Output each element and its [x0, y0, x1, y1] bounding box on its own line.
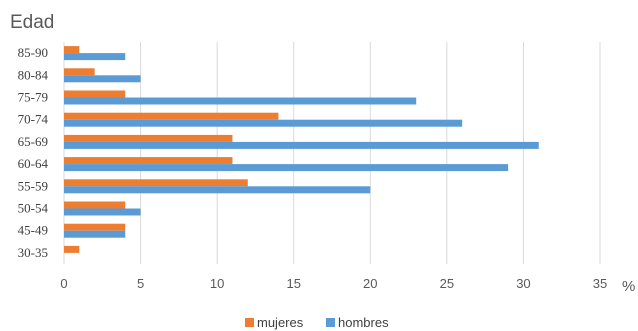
x-tick-label-7: 35	[593, 276, 607, 291]
legend-swatch-hombres	[326, 318, 335, 327]
bar-mujeres-55-59	[64, 179, 248, 187]
bar-hombres-75-79	[64, 97, 417, 105]
bar-mujeres-65-69	[64, 134, 233, 142]
x-tick-label-4: 20	[363, 276, 377, 291]
x-tick-label-5: 25	[440, 276, 454, 291]
bar-mujeres-45-49	[64, 223, 126, 231]
category-label-75-79: 75-79	[18, 90, 48, 105]
bar-mujeres-80-84	[64, 68, 95, 76]
category-label-70-74: 70-74	[18, 112, 49, 127]
category-label-65-69: 65-69	[18, 134, 48, 149]
category-label-55-59: 55-59	[18, 178, 48, 193]
category-label-50-54: 50-54	[18, 201, 49, 216]
legend-label-hombres: hombres	[338, 315, 389, 330]
x-tick-label-6: 30	[516, 276, 530, 291]
category-label-45-49: 45-49	[18, 223, 48, 238]
gridlines	[63, 42, 601, 264]
x-tick-labels: 0 5 10 15 20 25 30 35	[60, 276, 607, 291]
bars	[64, 46, 539, 253]
bar-mujeres-85-90	[64, 46, 80, 54]
chart-title: Edad	[10, 12, 54, 33]
bar-hombres-55-59	[64, 186, 371, 194]
bar-hombres-45-49	[64, 230, 126, 238]
category-label-80-84: 80-84	[18, 67, 49, 82]
bar-mujeres-75-79	[64, 90, 126, 98]
category-label-60-64: 60-64	[18, 156, 49, 171]
category-labels: 85-90 80-84 75-79 70-74 65-69 60-64 55-59 50-54…	[18, 45, 49, 260]
bar-hombres-65-69	[64, 141, 539, 149]
x-tick-label-0: 0	[60, 276, 67, 291]
bar-hombres-80-84	[64, 75, 141, 83]
legend: mujeres hombres	[245, 315, 389, 330]
x-tick-label-3: 15	[286, 276, 300, 291]
x-tick-label-2: 10	[210, 276, 224, 291]
legend-swatch-mujeres	[245, 318, 254, 327]
x-axis-unit: %	[622, 278, 635, 295]
category-label-30-35: 30-35	[18, 245, 48, 260]
bar-mujeres-60-64	[64, 157, 233, 165]
bar-mujeres-70-74	[64, 112, 279, 120]
bar-hombres-60-64	[64, 164, 509, 172]
x-tick-label-1: 5	[137, 276, 144, 291]
bar-hombres-70-74	[64, 119, 463, 127]
category-label-85-90: 85-90	[18, 45, 48, 60]
bar-hombres-85-90	[64, 53, 126, 61]
bar-mujeres-30-35	[64, 245, 80, 253]
bar-hombres-50-54	[64, 208, 141, 216]
legend-label-mujeres: mujeres	[257, 315, 304, 330]
bar-mujeres-50-54	[64, 201, 126, 209]
